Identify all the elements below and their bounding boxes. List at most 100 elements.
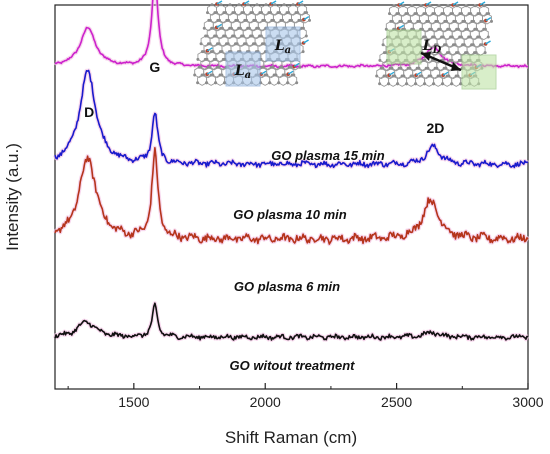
- carbon-atom: [300, 3, 304, 7]
- carbon-atom: [476, 35, 480, 39]
- carbon-atom: [231, 34, 235, 38]
- carbon-atom: [422, 35, 426, 39]
- carbon-atom: [483, 51, 487, 55]
- carbon-atom: [209, 73, 213, 77]
- defect-domain: [461, 54, 497, 90]
- carbon-atom: [209, 50, 213, 54]
- carbon-atom: [437, 27, 441, 31]
- carbon-atom: [418, 74, 422, 78]
- carbon-atom: [467, 35, 471, 39]
- carbon-atom: [237, 3, 241, 7]
- carbon-atom: [234, 42, 237, 46]
- carbon-atom: [218, 73, 222, 77]
- series-label: GO witout treatment: [230, 358, 356, 373]
- carbon-atom: [258, 34, 262, 38]
- carbon-atom: [479, 19, 483, 23]
- carbon-atom: [457, 58, 461, 62]
- hydroxyl-bond: [297, 0, 304, 5]
- carbon-atom: [378, 58, 382, 62]
- carbon-atom: [445, 74, 449, 78]
- peak-label: G: [149, 59, 160, 75]
- lattice-hexagon: [290, 58, 301, 71]
- carbon-atom: [258, 11, 262, 15]
- carbon-atom: [486, 35, 490, 39]
- carbon-atom: [216, 18, 220, 22]
- carbon-atom: [450, 82, 454, 86]
- carbon-atom: [308, 18, 311, 22]
- carbon-atom: [204, 34, 208, 38]
- carbon-atom: [436, 74, 440, 78]
- carbon-atom: [446, 27, 450, 31]
- lattice-hexagon: [482, 13, 492, 25]
- defect-domain: [386, 29, 422, 65]
- carbon-atom: [207, 42, 210, 46]
- carbon-atom: [382, 51, 386, 55]
- carbon-atom: [255, 3, 259, 7]
- carbon-atom: [422, 12, 426, 16]
- carbon-atom: [434, 19, 438, 23]
- x-axis-ticks: 1500 2000 2500 3000: [67, 383, 544, 410]
- series-line: [54, 69, 529, 169]
- carbon-atom: [425, 43, 428, 47]
- carbon-atom: [440, 35, 444, 39]
- carbon-atom: [423, 82, 427, 86]
- carbon-atom: [214, 81, 218, 85]
- carbon-atom: [282, 3, 286, 7]
- carbon-atom: [281, 73, 285, 77]
- hydroxyl-bond: [303, 39, 309, 44]
- crystallite-domain: [265, 26, 301, 62]
- carbon-atom: [222, 11, 226, 15]
- carbon-atom: [205, 81, 209, 85]
- carbon-atom: [434, 43, 437, 47]
- hydroxyl-bond: [452, 1, 459, 6]
- carbon-atom: [470, 19, 474, 23]
- hydroxyl-bond: [388, 71, 395, 76]
- carbon-atom: [476, 12, 480, 16]
- carbon-atom: [200, 50, 204, 54]
- carbon-atom: [404, 12, 408, 16]
- carbon-atom: [392, 4, 396, 8]
- carbon-atom: [291, 3, 295, 7]
- carbon-atom: [449, 35, 453, 39]
- carbon-atom: [431, 35, 435, 39]
- carbon-atom: [277, 81, 281, 85]
- lattice-hexagon: [287, 74, 298, 86]
- carbon-atom: [290, 73, 294, 77]
- lattice-hexagon: [297, 4, 308, 16]
- carbon-atom: [288, 18, 292, 22]
- carbon-atom: [267, 11, 271, 15]
- carbon-atom: [473, 51, 476, 55]
- hydroxyl-bond: [207, 47, 213, 52]
- series-line: [54, 147, 529, 245]
- plot-frame: [54, 4, 529, 390]
- carbon-atom: [448, 58, 452, 62]
- carbon-atom: [240, 34, 244, 38]
- lattice-hexagon: [479, 5, 490, 17]
- series-line: [54, 302, 528, 341]
- carbon-atom: [270, 18, 274, 22]
- carbon-atom: [455, 51, 458, 55]
- carbon-atom: [389, 19, 393, 23]
- carbon-atom: [206, 65, 210, 69]
- carbon-atom: [237, 26, 241, 30]
- carbon-atom: [382, 74, 386, 78]
- carbon-atom: [304, 34, 308, 38]
- carbon-atom: [398, 19, 402, 23]
- hydroxyl-bond: [485, 40, 491, 45]
- carbon-atom: [249, 11, 253, 15]
- carbon-atom: [458, 35, 462, 39]
- carbon-atom: [199, 42, 203, 46]
- carbon-atom: [454, 74, 458, 78]
- hydroxyl-bond: [485, 16, 492, 22]
- carbon-atom: [449, 12, 453, 16]
- carbon-atom: [218, 50, 222, 54]
- carbon-atom: [458, 12, 462, 16]
- carbon-atom: [479, 43, 483, 47]
- carbon-atom: [286, 81, 290, 85]
- carbon-atom: [459, 82, 463, 86]
- carbon-atom: [388, 66, 392, 70]
- arrow-head: [451, 62, 461, 71]
- carbon-atom: [278, 65, 282, 69]
- hydroxyl-bond: [206, 70, 213, 75]
- carbon-atom: [215, 65, 219, 69]
